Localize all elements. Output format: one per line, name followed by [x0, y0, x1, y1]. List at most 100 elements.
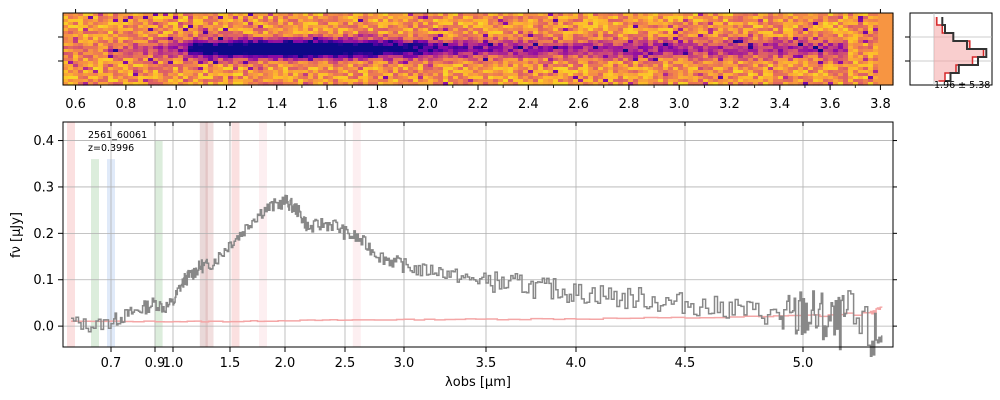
heatmap-cell	[428, 58, 434, 62]
heatmap-cell	[668, 49, 674, 53]
heatmap-cell	[88, 22, 94, 26]
heatmap-cell	[808, 61, 814, 65]
heatmap-cell	[623, 34, 629, 38]
heatmap-cell	[248, 37, 254, 41]
heatmap-x-tick-label: 2.2	[468, 97, 489, 112]
heatmap-cell	[803, 79, 809, 83]
heatmap-cell	[738, 52, 744, 56]
heatmap-cell	[178, 40, 184, 44]
heatmap-cell	[93, 73, 99, 77]
heatmap-cell	[473, 22, 479, 26]
heatmap-cell	[433, 46, 439, 50]
heatmap-cell	[583, 43, 589, 47]
heatmap-cell	[293, 40, 299, 44]
heatmap-cell	[598, 52, 604, 56]
heatmap-cell	[368, 25, 374, 29]
heatmap-cell	[613, 61, 619, 65]
heatmap-cell	[838, 25, 844, 29]
heatmap-cell	[798, 79, 804, 83]
heatmap-cell	[68, 46, 74, 50]
heatmap-cell	[548, 43, 554, 47]
heatmap-cell	[738, 55, 744, 59]
heatmap-cell	[88, 16, 94, 20]
heatmap-cell	[438, 40, 444, 44]
heatmap-cell	[478, 40, 484, 44]
heatmap-cell	[443, 46, 449, 50]
heatmap-cell	[168, 13, 174, 17]
heatmap-cell	[618, 25, 624, 29]
heatmap-cell	[563, 34, 569, 38]
heatmap-cell	[128, 43, 134, 47]
heatmap-cell	[808, 70, 814, 74]
heatmap-cell	[468, 25, 474, 29]
heatmap-cell	[298, 82, 304, 86]
heatmap-cell	[113, 76, 119, 80]
heatmap-cell	[823, 55, 829, 59]
heatmap-cell	[838, 34, 844, 38]
heatmap-cell	[408, 43, 414, 47]
heatmap-cell	[308, 37, 314, 41]
heatmap-cell	[598, 16, 604, 20]
heatmap-cell	[198, 28, 204, 32]
heatmap-cell	[563, 67, 569, 71]
heatmap-cell	[823, 19, 829, 23]
heatmap-cell	[888, 19, 894, 23]
heatmap-cell	[533, 28, 539, 32]
heatmap-cell	[843, 76, 849, 80]
heatmap-cell	[798, 58, 804, 62]
heatmap-cell	[768, 79, 774, 83]
heatmap-cell	[773, 52, 779, 56]
heatmap-cell	[503, 79, 509, 83]
heatmap-cell	[263, 67, 269, 71]
heatmap-cell	[538, 19, 544, 23]
heatmap-cell	[723, 40, 729, 44]
heatmap-cell	[238, 73, 244, 77]
heatmap-cell	[588, 13, 594, 17]
heatmap-cell	[363, 46, 369, 50]
heatmap-cell	[678, 31, 684, 35]
heatmap-cell	[548, 76, 554, 80]
heatmap-cell	[758, 79, 764, 83]
emission-line-marker	[199, 122, 208, 347]
heatmap-cell	[168, 73, 174, 77]
profile-data-line	[941, 17, 988, 82]
heatmap-cell	[378, 25, 384, 29]
heatmap-cell	[153, 43, 159, 47]
heatmap-cell	[318, 52, 324, 56]
heatmap-cell	[503, 70, 509, 74]
heatmap-cell	[553, 52, 559, 56]
heatmap-cell	[668, 79, 674, 83]
heatmap-cell	[453, 49, 459, 53]
heatmap-cell	[813, 79, 819, 83]
heatmap-cell	[148, 34, 154, 38]
heatmap-cell	[713, 34, 719, 38]
heatmap-cell	[348, 61, 354, 65]
heatmap-cell	[513, 49, 519, 53]
heatmap-cell	[158, 49, 164, 53]
heatmap-cell	[288, 46, 294, 50]
heatmap-cell	[68, 52, 74, 56]
heatmap-cell	[803, 25, 809, 29]
heatmap-cell	[93, 28, 99, 32]
heatmap-cell	[578, 49, 584, 53]
heatmap-cell	[488, 40, 494, 44]
heatmap-cell	[198, 61, 204, 65]
heatmap-cell	[123, 28, 129, 32]
heatmap-cell	[88, 46, 94, 50]
heatmap-cell	[803, 28, 809, 32]
heatmap-cell	[538, 79, 544, 83]
heatmap-cell	[193, 25, 199, 29]
heatmap-cell	[508, 49, 514, 53]
heatmap-cell	[153, 22, 159, 26]
heatmap-cell	[338, 46, 344, 50]
heatmap-cell	[293, 28, 299, 32]
heatmap-cell	[863, 31, 869, 35]
heatmap-cell	[648, 55, 654, 59]
heatmap-cell	[318, 82, 324, 86]
heatmap-cell	[198, 40, 204, 44]
heatmap-cell	[518, 76, 524, 80]
heatmap-cell	[103, 40, 109, 44]
heatmap-cell	[248, 73, 254, 77]
heatmap-cell	[348, 43, 354, 47]
heatmap-cell	[883, 28, 889, 32]
